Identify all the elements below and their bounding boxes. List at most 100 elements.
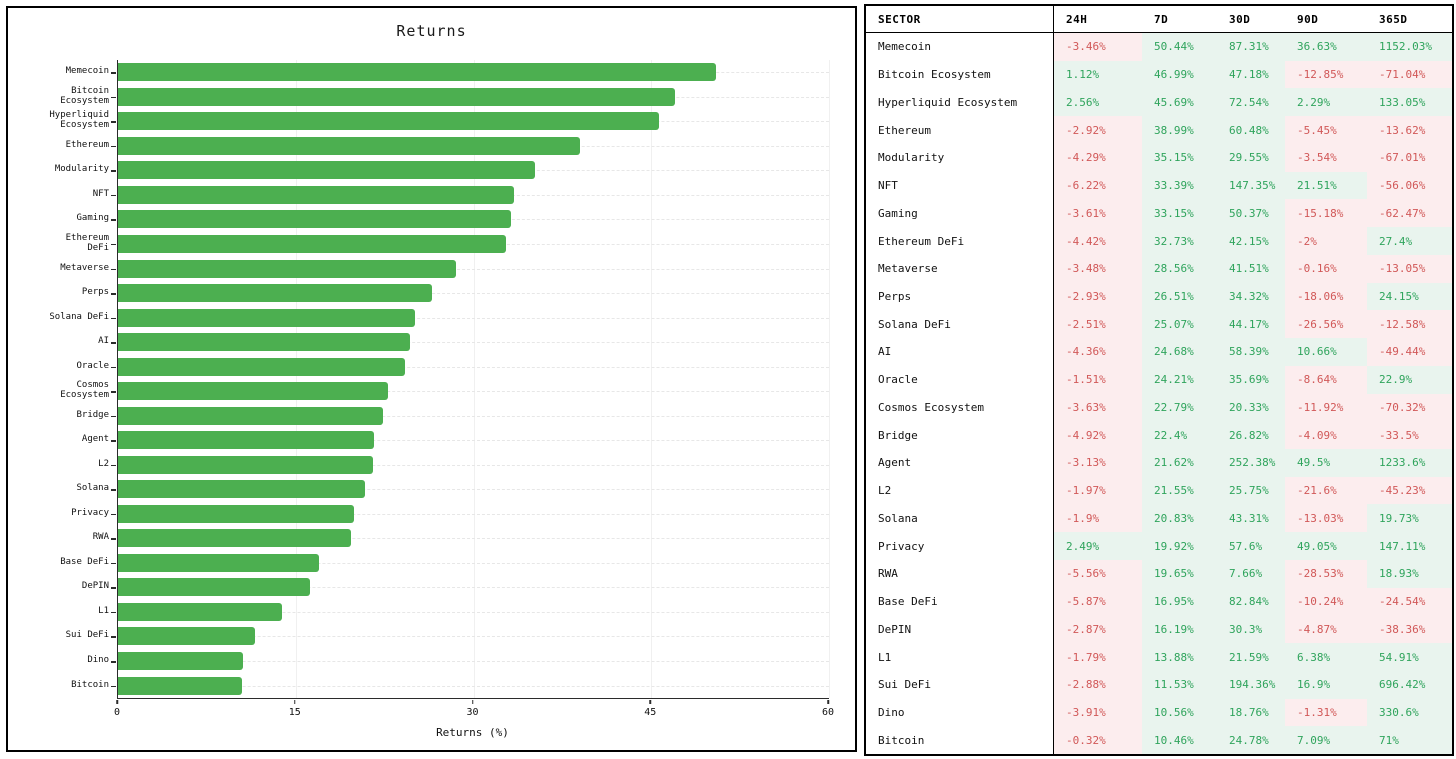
value-cell: 25.07% [1142,310,1217,339]
value-cell: 18.93% [1367,559,1452,588]
x-tick-label: 15 [288,707,301,718]
value-cell: -3.61% [1054,199,1142,228]
value-cell: 26.82% [1217,421,1285,450]
value-cell: 28.56% [1142,254,1217,283]
bar-row: Perps [82,281,829,306]
y-axis-tick [111,415,116,418]
value-cell: -15.18% [1285,199,1367,228]
y-axis-tick [111,513,116,516]
y-axis-tick [111,317,116,320]
v-gridline [473,60,475,698]
y-axis-tick [111,342,116,344]
value-cell: 21.51% [1285,171,1367,200]
y-axis-tick [111,562,116,565]
table-row: Bitcoin -0.32% 10.46% 24.78% 7.09% 71% [866,726,1452,755]
bar [118,504,355,523]
sector-cell: L1 [866,643,1054,671]
y-axis-tick [111,464,116,467]
value-cell: -13.03% [1285,504,1367,533]
value-cell: 42.15% [1217,227,1285,255]
table-row: RWA -5.56% 19.65% 7.66% -28.53% 18.93% [866,559,1452,588]
value-cell: -1.97% [1054,476,1142,505]
bar [118,308,416,327]
value-cell: -2.92% [1054,116,1142,144]
category-label: L1 [98,606,109,617]
sector-cell: AI [866,338,1054,366]
category-label: Agent [81,434,109,445]
value-cell: 7.09% [1285,726,1367,755]
v-gridline [295,60,297,698]
table-row: Privacy 2.49% 19.92% 57.6% 49.05% 147.11% [866,532,1452,560]
bar-row: Agent [82,428,829,453]
value-cell: -24.54% [1367,587,1452,616]
value-cell: 2.49% [1054,532,1142,560]
column-header: 365D [1379,12,1408,26]
table-row: Bitcoin Ecosystem 1.12% 46.99% 47.18% -12.85… [866,60,1452,89]
value-cell: -8.64% [1285,365,1367,394]
value-cell: 16.95% [1142,587,1217,616]
value-cell: 330.6% [1367,698,1452,727]
h-gridline [118,661,829,663]
sector-cell: Solana DeFi [866,310,1054,339]
y-axis-tick [111,611,116,614]
bar-row: Solana DeFi [49,305,829,330]
value-cell: 22.9% [1367,365,1452,394]
value-cell: 24.21% [1142,365,1217,394]
y-axis-tick [111,96,116,99]
value-cell: 13.88% [1142,643,1217,671]
bar [118,210,511,229]
table-row: Base DeFi -5.87% 16.95% 82.84% -10.24% -24.54… [866,587,1452,616]
value-cell: 57.6% [1217,532,1285,560]
value-cell: -1.51% [1054,365,1142,394]
value-cell: -26.56% [1285,310,1367,339]
value-cell: -2.87% [1054,615,1142,644]
sector-cell: Hyperliquid Ecosystem [866,88,1054,117]
h-gridline [118,268,829,270]
value-cell: 71% [1367,726,1452,755]
sector-cell: RWA [866,559,1054,588]
table-row: Bridge -4.92% 22.4% 26.82% -4.09% -33.5% [866,421,1452,450]
y-axis-tick [111,219,116,221]
sector-cell: Metaverse [866,254,1054,283]
h-gridline [118,538,829,540]
value-cell: 44.17% [1217,310,1285,339]
value-cell: 47.18% [1217,60,1285,89]
value-cell: 21.62% [1142,449,1217,477]
value-cell: 7.66% [1217,559,1285,588]
category-label: Solana [76,483,109,494]
category-label: AI [98,336,109,347]
value-cell: 10.66% [1285,338,1367,366]
bar-row: Bridge [76,403,829,428]
table-row: Sui DeFi -2.88% 11.53% 194.36% 16.9% 696.42% [866,670,1452,699]
y-axis-tick [111,121,116,123]
y-axis-tick [111,391,116,393]
y-axis-tick [111,636,116,638]
value-cell: -0.32% [1054,726,1142,755]
sector-cell: Bitcoin [866,726,1054,755]
x-axis: 0 15 30 45 60 [114,700,834,720]
value-cell: -4.87% [1285,615,1367,644]
value-cell: 50.44% [1142,33,1217,61]
table-row: DePIN -2.87% 16.19% 30.3% -4.87% -38.36% [866,615,1452,644]
table-row: AI -4.36% 24.68% 58.39% 10.66% -49.44% [866,338,1452,366]
value-cell: 38.99% [1142,116,1217,144]
value-cell: 18.76% [1217,698,1285,727]
column-header: 24H [1066,12,1088,26]
category-label: Bridge [76,409,109,420]
category-label: Dino [87,655,109,666]
value-cell: -2% [1285,227,1367,255]
value-cell: 27.4% [1367,227,1452,255]
value-cell: 82.84% [1217,587,1285,616]
y-axis-tick [111,72,116,74]
value-cell: -5.56% [1054,559,1142,588]
sector-cell: Cosmos Ecosystem [866,393,1054,422]
h-gridline [118,685,829,687]
value-cell: -3.91% [1054,698,1142,727]
value-cell: 58.39% [1217,338,1285,366]
x-axis-label: Returns (%) [436,726,509,739]
h-gridline [118,440,829,442]
category-label: RWA [92,532,109,543]
value-cell: 1152.03% [1367,33,1452,61]
value-cell: -4.29% [1054,143,1142,172]
category-label: Solana DeFi [49,311,109,322]
